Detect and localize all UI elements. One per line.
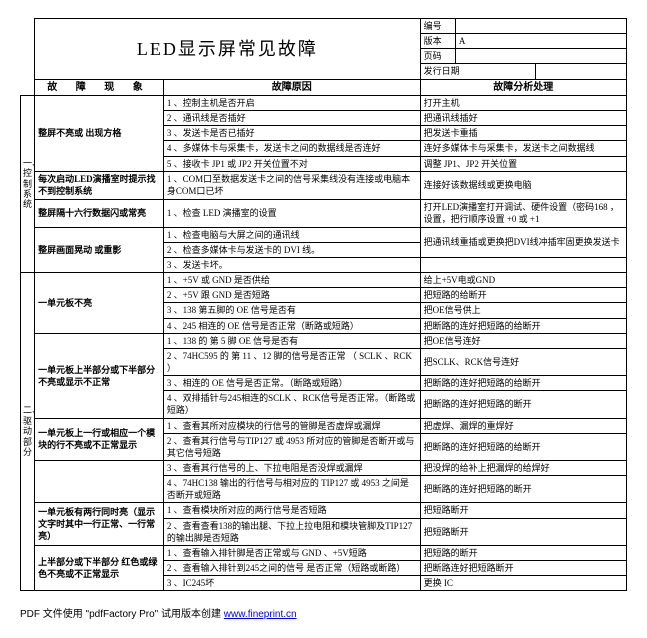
g2r5-phenomenon: 一单元板有两行同时亮（显示文字时其中一行正常、一行常亮） bbox=[35, 503, 164, 545]
table-cell: 把断路的连好把短路的给断开 bbox=[420, 433, 626, 460]
g2r6-phenomenon: 上半部分或下半部分 红色或绿色不亮或不正常显示 bbox=[35, 545, 164, 590]
table-cell: 把短路断开 bbox=[420, 518, 626, 545]
table-cell: 4 、多媒体卡与采集卡，发送卡之间的数据线是否连好 bbox=[163, 141, 420, 156]
meta-no-label: 编号 bbox=[420, 19, 455, 34]
g2r2-phenomenon: 一单元板上半部分或下半部分不亮或显示不正常 bbox=[35, 333, 164, 418]
table-cell: 1 、查看其所对应模块的行信号的管脚是否虚焊或漏焊 bbox=[163, 418, 420, 433]
table-cell: 3 、发送卡是否已插好 bbox=[163, 126, 420, 141]
table-cell: 1 、COM口至数据发送卡之间的信号采集线没有连接或电脑本身COM口已坏 bbox=[163, 171, 420, 199]
fault-table: LED显示屏常见故障 编号 版本A 页码 发行日期 故 障 现 象 故障原因 故… bbox=[20, 18, 627, 591]
table-cell: 给上+5V电或GND bbox=[420, 273, 626, 288]
table-cell: 把OE信号供上 bbox=[420, 303, 626, 318]
table-cell: 打开主机 bbox=[420, 96, 626, 111]
table-cell: 把断路的连好把短路的给断开 bbox=[420, 318, 626, 333]
meta-ver-label: 版本 bbox=[420, 34, 455, 49]
footer-link[interactable]: www.fineprint.cn bbox=[224, 609, 297, 620]
table-cell: 2 、检查多媒体卡与发送卡的 DVI 线。 bbox=[163, 242, 420, 257]
meta-ver-value: A bbox=[455, 34, 626, 49]
table-cell: 1 、查看输入排针脚是否正常或与 GND 、+5V短路 bbox=[163, 545, 420, 560]
table-cell: 把断路连好把短路断开 bbox=[420, 561, 626, 576]
table-cell: 2 、+5V 跟 GND 是否短路 bbox=[163, 288, 420, 303]
g1r4-phenomenon: 整屏画面晃动 或重影 bbox=[35, 227, 164, 272]
table-cell bbox=[420, 258, 626, 273]
table-cell: 连接好该数据线或更换电脑 bbox=[420, 171, 626, 199]
table-cell: 3 、发送卡坏。 bbox=[163, 258, 420, 273]
table-cell: 3 、查看其行信号的上、下拉电阻是否没焊或漏焊 bbox=[163, 461, 420, 476]
table-cell: 3 、138 第五脚的 OE 信号是否有 bbox=[163, 303, 420, 318]
group-2-label: 二、驱动部分 bbox=[21, 273, 35, 591]
table-cell: 调整 JP1、JP2 开关位置 bbox=[420, 156, 626, 171]
table-cell: 连好多媒体卡与采集卡，发送卡之间数据线 bbox=[420, 141, 626, 156]
table-cell: 2 、查看其行信号与TIP127 或 4953 所对应的管脚是否断开或与其它信号… bbox=[163, 433, 420, 460]
group-1-label: 一、控制系统 bbox=[21, 96, 35, 273]
table-cell: 4 、74HC138 输出的行信号与相对应的 TIP127 或 4953 之间是… bbox=[163, 476, 420, 503]
footer: PDF 文件使用 "pdfFactory Pro" 试用版本创建 www.fin… bbox=[20, 605, 627, 620]
table-cell: 2 、通讯线是否插好 bbox=[163, 111, 420, 126]
table-cell: 2 、74HC595 的 第 11 、12 脚的信号是否正常 （ SCLK 、R… bbox=[163, 348, 420, 375]
table-cell: 更换 IC bbox=[420, 576, 626, 591]
table-cell: 把OE信号连好 bbox=[420, 333, 626, 348]
table-cell: 把没焊的给补上把漏焊的给焊好 bbox=[420, 461, 626, 476]
g2r4-phenomenon bbox=[35, 461, 164, 503]
table-cell: 把断路的连好把短路的断开 bbox=[420, 391, 626, 418]
g2r1-phenomenon: 一单元板不亮 bbox=[35, 273, 164, 334]
g1r3-phenomenon: 整屏隔十六行数据闪或常亮 bbox=[35, 199, 164, 227]
table-cell: 3 、IC245坏 bbox=[163, 576, 420, 591]
table-cell: 打开LED演播室打开调试、硬件设置（密码168 ，设置，把行顺序设置 +0 或 … bbox=[420, 199, 626, 227]
table-cell: 4 、双排插针与245相连的SCLK 、RCK信号是否正常。（断路或短路） bbox=[163, 391, 420, 418]
document-title: LED显示屏常见故障 bbox=[35, 19, 421, 80]
table-cell: 把SCLK、RCK信号连好 bbox=[420, 348, 626, 375]
table-cell: 1 、检查电脑与大屏之间的通讯线 bbox=[163, 227, 420, 242]
table-cell: 2 、查看输入排针到245之间的信号 是否正常（短路或断路） bbox=[163, 561, 420, 576]
table-cell: 1 、138 的 第 5 脚 OE 信号是否有 bbox=[163, 333, 420, 348]
table-cell: 把虚焊、漏焊的重焊好 bbox=[420, 418, 626, 433]
table-cell: 把通讯线插好 bbox=[420, 111, 626, 126]
meta-date-label: 发行日期 bbox=[420, 64, 536, 79]
g1r1-phenomenon: 整屏不亮或 出现方格 bbox=[35, 96, 164, 172]
table-cell: 把短路断开 bbox=[420, 503, 626, 518]
col-cause: 故障原因 bbox=[163, 79, 420, 96]
table-cell: 把断路的连好把短路的给断开 bbox=[420, 376, 626, 391]
table-cell: 把断路的连好把短路的断开 bbox=[420, 476, 626, 503]
table-cell: 1 、检查 LED 演播室的设置 bbox=[163, 199, 420, 227]
table-cell: 2 、查看查看138的输出腿、下拉上拉电阻和模块管脚及TIP127的输出脚是否短… bbox=[163, 518, 420, 545]
table-cell: 把发送卡重插 bbox=[420, 126, 626, 141]
table-cell: 1 、控制主机是否开启 bbox=[163, 96, 420, 111]
table-cell: 5 、接收卡 JP1 或 JP2 开关位置不对 bbox=[163, 156, 420, 171]
col-phenomenon: 故 障 现 象 bbox=[35, 79, 164, 96]
table-cell: 4 、245 相连的 OE 信号是否正常（断路或短路） bbox=[163, 318, 420, 333]
table-cell: 3 、相连的 OE 信号是否正常。（断路或短路） bbox=[163, 376, 420, 391]
g2r3-phenomenon: 一单元板上一行或相应一个模块的行不亮或不正常显示 bbox=[35, 418, 164, 460]
col-solution: 故障分析处理 bbox=[420, 79, 626, 96]
table-cell: 1 、+5V 或 GND 是否供给 bbox=[163, 273, 420, 288]
g1r2-phenomenon: 每次启动LED演播室时提示找不到控制系统 bbox=[35, 171, 164, 199]
table-cell: 把短路的断开 bbox=[420, 545, 626, 560]
footer-text: PDF 文件使用 "pdfFactory Pro" 试用版本创建 bbox=[20, 609, 224, 620]
table-cell: 1 、查看模块所对应的两行信号是否短路 bbox=[163, 503, 420, 518]
table-cell: 把通讯线重插或更换把DVI线冲插牢固更换发送卡 bbox=[420, 227, 626, 257]
meta-page-label: 页码 bbox=[420, 49, 455, 64]
table-cell: 把短路的给断开 bbox=[420, 288, 626, 303]
